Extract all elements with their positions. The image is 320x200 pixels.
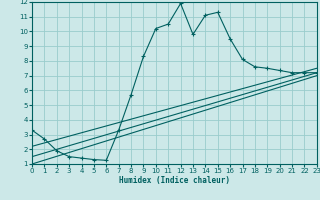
X-axis label: Humidex (Indice chaleur): Humidex (Indice chaleur) xyxy=(119,176,230,185)
